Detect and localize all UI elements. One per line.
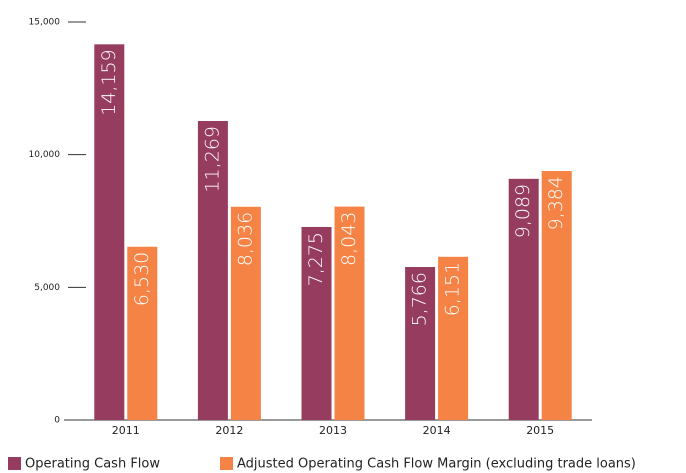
bar	[334, 206, 365, 420]
bar	[438, 256, 469, 420]
value-label: 8,036	[234, 212, 256, 266]
value-label: 5,766	[409, 272, 431, 326]
y-tick-label: 5,000	[34, 283, 60, 293]
legend-label: Operating Cash Flow	[25, 457, 160, 472]
value-label: 9,089	[512, 184, 534, 238]
legend-swatch	[8, 457, 21, 470]
bar	[94, 44, 125, 420]
bar	[541, 171, 572, 420]
value-label: 7,275	[305, 232, 327, 286]
legend-swatch	[220, 457, 233, 470]
value-label: 8,043	[338, 212, 360, 266]
x-tick-label: 2011	[112, 424, 140, 437]
legend-label: Adjusted Operating Cash Flow Margin (exc…	[237, 457, 636, 472]
x-tick-label: 2013	[319, 424, 347, 437]
bar	[127, 246, 158, 420]
value-label: 9,384	[545, 176, 567, 230]
bar	[230, 206, 261, 420]
value-label: 6,530	[131, 252, 153, 306]
value-label: 14,159	[98, 49, 120, 115]
y-tick-label: 15,000	[29, 18, 61, 28]
bar	[197, 120, 228, 421]
x-tick-label: 2014	[423, 424, 451, 437]
x-tick-label: 2012	[215, 424, 243, 437]
value-label: 11,269	[201, 126, 223, 192]
y-tick-label: 0	[54, 416, 60, 426]
x-tick-label: 2015	[526, 424, 554, 437]
value-label: 6,151	[442, 262, 464, 316]
bar	[508, 178, 539, 420]
bar	[405, 267, 436, 420]
bar	[301, 226, 332, 420]
y-tick-label: 10,000	[29, 150, 61, 160]
